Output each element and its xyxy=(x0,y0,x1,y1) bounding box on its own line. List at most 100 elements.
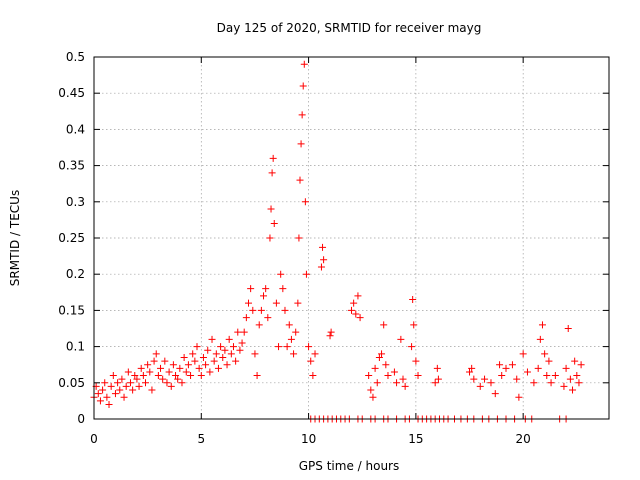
data-point xyxy=(536,335,544,343)
data-point xyxy=(178,379,186,387)
y-tick-label: 0.5 xyxy=(66,50,85,64)
data-point xyxy=(269,154,277,162)
data-point xyxy=(569,386,577,394)
data-point xyxy=(107,382,115,390)
data-point xyxy=(144,361,152,369)
data-point xyxy=(326,332,334,340)
data-point xyxy=(204,346,212,354)
data-point xyxy=(223,361,231,369)
x-tick-label: 20 xyxy=(516,432,531,446)
data-point xyxy=(281,306,289,314)
data-point xyxy=(163,379,171,387)
data-point xyxy=(219,353,227,361)
data-point xyxy=(319,243,327,251)
data-point xyxy=(352,310,360,318)
y-tick-label: 0.25 xyxy=(58,231,85,245)
data-point xyxy=(202,361,210,369)
data-point xyxy=(199,353,207,361)
data-point xyxy=(491,390,499,398)
data-point xyxy=(257,306,265,314)
data-point xyxy=(551,372,559,380)
data-point xyxy=(300,60,308,68)
data-point xyxy=(311,350,319,358)
axis-ticks: 0 0.05 0.1 0.15 0.2 0.25 0.3 0.35 0.4 0.45 0.5 0 5 10… xyxy=(58,50,609,446)
y-tick-label: 0.35 xyxy=(58,159,85,173)
data-point xyxy=(174,375,182,383)
data-point xyxy=(401,382,409,390)
data-point xyxy=(266,234,274,242)
data-point xyxy=(566,375,574,383)
data-point xyxy=(232,357,240,365)
data-point xyxy=(268,169,276,177)
data-point xyxy=(290,350,298,358)
data-point xyxy=(137,364,145,372)
data-point xyxy=(369,393,377,401)
data-point xyxy=(255,321,263,329)
data-point xyxy=(412,357,420,365)
data-point xyxy=(165,368,173,376)
data-point xyxy=(114,379,122,387)
x-axis-label: GPS time / hours xyxy=(299,459,400,473)
data-point xyxy=(245,299,252,307)
data-point xyxy=(176,364,184,372)
data-point xyxy=(287,335,295,343)
data-point xyxy=(221,346,229,354)
data-point xyxy=(238,339,246,347)
data-point xyxy=(393,379,401,387)
y-tick-label: 0.3 xyxy=(66,195,85,209)
data-point xyxy=(390,368,398,376)
data-point xyxy=(227,350,235,358)
data-point xyxy=(470,375,478,383)
data-point xyxy=(154,372,162,380)
data-point xyxy=(118,375,126,383)
data-point xyxy=(382,361,390,369)
data-point xyxy=(262,285,270,293)
data-point xyxy=(116,386,124,394)
data-point xyxy=(103,393,111,401)
data-point xyxy=(354,292,362,300)
data-point xyxy=(375,353,383,361)
data-point xyxy=(169,361,177,369)
data-point xyxy=(305,343,313,351)
y-tick-label: 0.4 xyxy=(66,122,85,136)
data-point xyxy=(167,382,175,390)
data-point xyxy=(299,82,307,90)
data-point xyxy=(148,386,156,394)
data-point xyxy=(408,343,416,351)
data-point xyxy=(267,205,275,213)
data-point xyxy=(214,364,222,372)
data-point xyxy=(236,346,244,354)
data-point xyxy=(142,379,149,387)
data-point xyxy=(371,364,379,372)
data-point xyxy=(431,379,439,387)
data-point xyxy=(523,368,531,376)
data-point xyxy=(187,372,195,380)
data-point xyxy=(534,364,542,372)
x-tick-label: 5 xyxy=(197,432,205,446)
data-point xyxy=(564,325,572,332)
data-point xyxy=(301,198,309,206)
data-point xyxy=(180,353,188,361)
data-point xyxy=(327,328,335,336)
data-point xyxy=(380,321,388,329)
data-point xyxy=(260,292,268,300)
data-point xyxy=(348,306,355,314)
y-tick-label: 0.15 xyxy=(58,303,85,317)
data-point xyxy=(508,361,516,369)
data-point xyxy=(242,314,250,322)
data-points xyxy=(90,60,585,423)
data-point xyxy=(560,382,568,390)
data-point xyxy=(433,364,441,372)
data-point xyxy=(498,372,506,380)
data-point xyxy=(146,368,154,376)
data-point xyxy=(297,140,305,148)
data-point xyxy=(519,350,527,358)
data-point xyxy=(277,270,285,278)
data-point xyxy=(466,368,474,376)
data-point xyxy=(264,314,272,322)
data-point xyxy=(562,364,570,372)
data-point xyxy=(197,372,205,380)
data-point xyxy=(513,375,521,383)
data-point xyxy=(157,364,165,372)
